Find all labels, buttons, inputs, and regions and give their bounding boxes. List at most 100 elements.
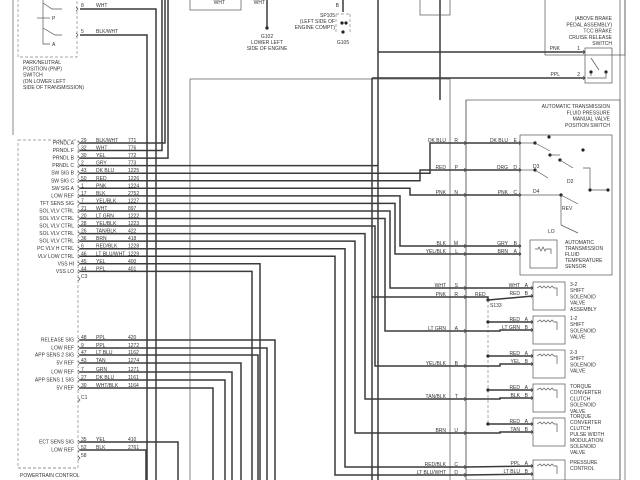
pcm-pin-function: 5V REF [56, 386, 74, 392]
wire-color-label: WHT [435, 283, 446, 289]
solenoid-box [532, 315, 566, 345]
wire [80, 202, 466, 255]
wire [80, 247, 466, 468]
pcm-pin-function: ECT SENS SIG [39, 440, 74, 446]
switch-wire [587, 72, 607, 79]
circuit-number: 1274 [128, 358, 139, 364]
switch-common [42, 0, 50, 45]
solenoid-label: CONVERTER [570, 420, 602, 426]
circuit-number: 897 [128, 206, 137, 212]
wire-color-label: LT BLU [96, 350, 113, 356]
splice-dot [340, 21, 344, 25]
pcm-pin-number: 43 [81, 358, 87, 364]
tft-sensor-label: AUTOMATIC [565, 240, 594, 246]
splice-dot [344, 21, 348, 25]
wire-color-label: PPL [96, 335, 106, 341]
wire [466, 363, 533, 367]
wire [80, 347, 268, 480]
wire [80, 449, 147, 480]
wire-color-label: RED [509, 291, 520, 297]
line [534, 142, 551, 152]
pin-label: B [455, 361, 459, 367]
circuit-number: 772 [128, 153, 137, 159]
ground-icon [341, 30, 345, 34]
wire-color-label: YEL [96, 153, 106, 159]
pnp-switch-label: (ON LOWER LEFT [23, 79, 66, 85]
solenoid-label: CLUTCH [570, 426, 591, 432]
wire [80, 34, 148, 480]
connector-icon [77, 216, 81, 221]
wire-color-label: RED [475, 292, 486, 298]
pcm-pin-function: SOL VLV CTRL [39, 208, 74, 214]
wire [466, 397, 533, 400]
pcm-pin-function: SOL VLV CTRL [39, 239, 74, 245]
connector-icon [77, 231, 81, 236]
pcm-pin-function: PRNDL F [53, 148, 74, 154]
pin-label: A [525, 283, 529, 289]
wire-color-label: PNK [436, 292, 447, 298]
circuit-number: 420 [128, 335, 137, 341]
wire-color-label: LT GRN [96, 214, 114, 220]
wire-color-label: RED [509, 317, 520, 323]
solenoid-label: SOLENOID [570, 328, 596, 334]
switch-position-label: D3 [533, 164, 540, 170]
solenoid-label: PRESSURE [570, 460, 598, 466]
brake-switch-label: (ABOVE BRAKE [575, 16, 613, 22]
wire-color-label: BLK/WHT [96, 29, 118, 35]
pcm-pin-number: 47 [81, 350, 87, 356]
wire-color-label: RED [96, 176, 107, 182]
switch-blade [42, 27, 62, 36]
wire-color-label: PPL [96, 343, 106, 349]
wire-color-label: WHT [254, 0, 265, 6]
pin-label: A [525, 461, 529, 467]
pin-label: B [525, 469, 529, 475]
switch-position-label: A [52, 42, 56, 48]
pin-label: R [454, 138, 458, 144]
pin-label: A [525, 385, 529, 391]
component-box [419, 0, 451, 16]
connector-icon [77, 246, 81, 251]
splice-dot [606, 188, 610, 192]
wire [80, 263, 261, 480]
pcm-pin-function: APP SENS 2 SIG [35, 353, 74, 359]
wire-color-label: TAN [510, 427, 520, 433]
pin-label: B [525, 393, 529, 399]
pcm-pin-number: 50 [81, 176, 87, 182]
solenoid-label: MODULATION [570, 438, 603, 444]
pin-label: A [514, 249, 518, 255]
wire-color-label: GRY [96, 161, 107, 167]
component-box [189, 0, 242, 11]
connector-icon [77, 261, 81, 267]
wire-color-label: GRY [497, 241, 508, 247]
solenoid-box [532, 281, 566, 311]
solenoid-label: SHIFT [570, 356, 584, 362]
wire-color-label: PNK [498, 190, 509, 196]
wire [80, 379, 226, 480]
splice-pack-label: ENGINE COMPT) [295, 25, 336, 31]
wire-color-label: LT BLU [504, 469, 521, 475]
solenoid-box [532, 459, 566, 480]
pin-label: E [514, 138, 518, 144]
pin-label: 8 [81, 3, 84, 9]
line [560, 224, 579, 234]
wire-color-label: YEL/BLK [426, 249, 447, 255]
wire-color-label: ORG [497, 165, 509, 171]
wire [80, 240, 466, 434]
pcm-pin-number: 30 [81, 153, 87, 159]
solenoid-label: CONVERTER [570, 390, 602, 396]
wire [80, 0, 169, 159]
circuit-number: 1164 [128, 383, 139, 389]
pcm-pin-number: 30 [81, 383, 87, 389]
pcm-label: POWERTRAIN CONTROL [20, 473, 80, 479]
pin-label: P [455, 165, 459, 171]
solenoid-label: CONTROL [570, 466, 595, 472]
pcm-pin-number: 20 [81, 214, 87, 220]
wire-color-label: TAN [96, 358, 106, 364]
wire-color-label: DK BLU [490, 138, 508, 144]
pcm-pin-function: SW SIG B [51, 171, 74, 177]
connector-icon [77, 186, 81, 191]
brake-switch-box [584, 47, 613, 84]
solenoid-coil-icon [536, 421, 558, 432]
